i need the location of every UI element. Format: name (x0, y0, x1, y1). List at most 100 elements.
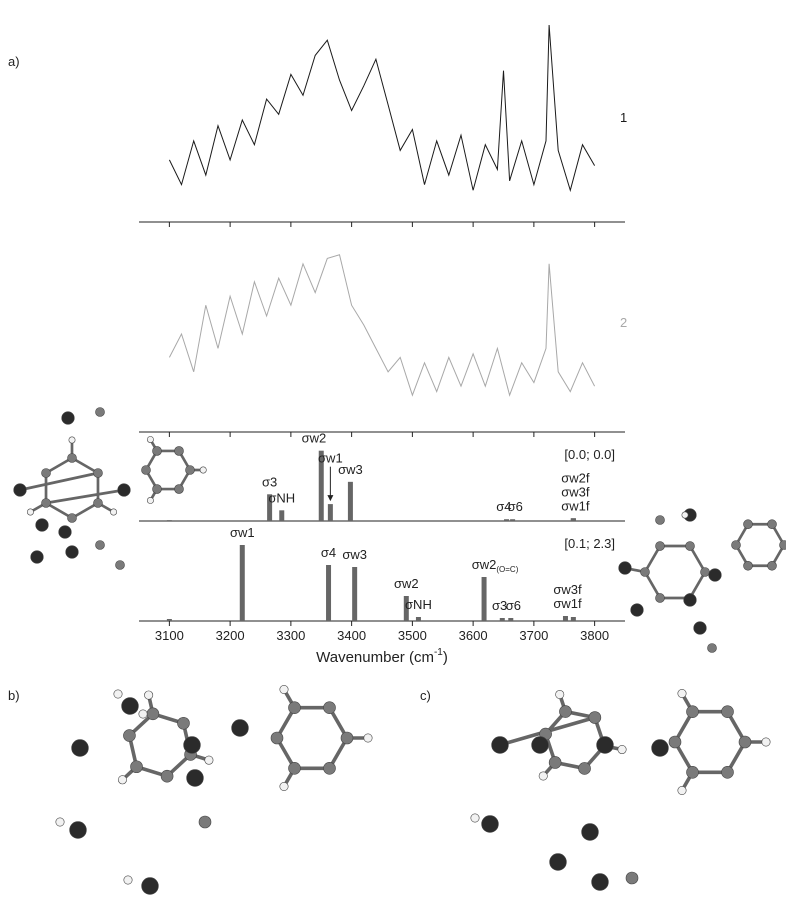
atom (656, 542, 665, 551)
atom (582, 824, 599, 841)
atom (744, 520, 753, 529)
atom (708, 644, 717, 653)
atom (142, 878, 159, 895)
trace-label: 2 (620, 315, 627, 330)
atom (739, 736, 751, 748)
stick-sublabel: (O=C) (496, 565, 518, 574)
atom (69, 437, 75, 443)
atom (341, 732, 353, 744)
stick (326, 565, 331, 621)
spectrum-trace (169, 25, 594, 190)
atom (36, 519, 49, 532)
atom (549, 756, 561, 768)
atom (66, 546, 79, 559)
atom (153, 485, 162, 494)
atom (768, 520, 777, 529)
stick (416, 617, 421, 621)
atom (131, 761, 143, 773)
stick-label: σw3 (338, 462, 363, 477)
stick-label: σw1f (553, 596, 582, 611)
stick-label: σw3f (561, 484, 590, 499)
x-tick-label: 3400 (337, 628, 366, 643)
atom (147, 708, 159, 720)
atom (232, 720, 249, 737)
trace-label: 1 (620, 110, 627, 125)
annotation: [0.1; 2.3] (564, 536, 615, 551)
atom (153, 446, 162, 455)
atom (289, 702, 301, 714)
stick-label: σNH (405, 597, 432, 612)
atom (42, 469, 51, 478)
x-tick-label: 3600 (459, 628, 488, 643)
atom (618, 745, 626, 753)
stick-label: σw1 (230, 525, 255, 540)
atom (31, 551, 44, 564)
atom (289, 762, 301, 774)
atom (187, 770, 204, 787)
atom (686, 542, 695, 551)
atom (722, 766, 734, 778)
atom (14, 484, 27, 497)
stick-label: σ6 (506, 598, 521, 613)
stick-label: σ3 (262, 474, 277, 489)
atom (70, 822, 87, 839)
annotation: [0.0; 0.0] (564, 447, 615, 462)
atom (492, 737, 509, 754)
stick (563, 616, 568, 621)
stick (352, 567, 357, 621)
atom (147, 497, 153, 503)
atom (93, 499, 102, 508)
stick-label: σw3f (553, 582, 582, 597)
stick-label: σNH (268, 490, 295, 505)
atom (116, 561, 125, 570)
stick-label: σ6 (508, 499, 523, 514)
atom (56, 818, 64, 826)
atom (619, 562, 632, 575)
atom (184, 737, 201, 754)
atom (324, 702, 336, 714)
stick (571, 617, 576, 621)
atom (118, 484, 131, 497)
atom (199, 816, 211, 828)
atom (124, 876, 132, 884)
atom (62, 412, 75, 425)
panel-label: c) (420, 688, 431, 703)
atom (684, 594, 697, 607)
atom (732, 541, 741, 550)
x-tick-label: 3100 (155, 628, 184, 643)
atom (280, 782, 288, 790)
atom (656, 516, 665, 525)
atom (110, 509, 116, 515)
atom (539, 772, 547, 780)
atom (626, 872, 638, 884)
atom (147, 436, 153, 442)
atom (280, 685, 288, 693)
atom (59, 526, 72, 539)
atom (556, 690, 564, 698)
atom (592, 874, 609, 891)
stick (167, 619, 172, 621)
atom (205, 756, 213, 764)
atom (722, 706, 734, 718)
stick-label: σw2 (394, 576, 419, 591)
atom (27, 509, 33, 515)
x-tick-label: 3300 (276, 628, 305, 643)
x-tick-label: 3200 (216, 628, 245, 643)
stick (328, 504, 333, 521)
atom (142, 466, 151, 475)
stick (571, 518, 576, 521)
x-axis-label: ) (443, 649, 448, 666)
atom (550, 854, 567, 871)
panel-label: b) (8, 688, 20, 703)
atom (780, 541, 786, 550)
atom (744, 561, 753, 570)
x-tick-label: 3700 (519, 628, 548, 643)
atom (68, 454, 77, 463)
stick (504, 519, 509, 521)
atom (762, 738, 770, 746)
stick-label: σw3 (342, 547, 367, 562)
atom (118, 776, 126, 784)
atom (709, 569, 722, 582)
atom (96, 541, 105, 550)
